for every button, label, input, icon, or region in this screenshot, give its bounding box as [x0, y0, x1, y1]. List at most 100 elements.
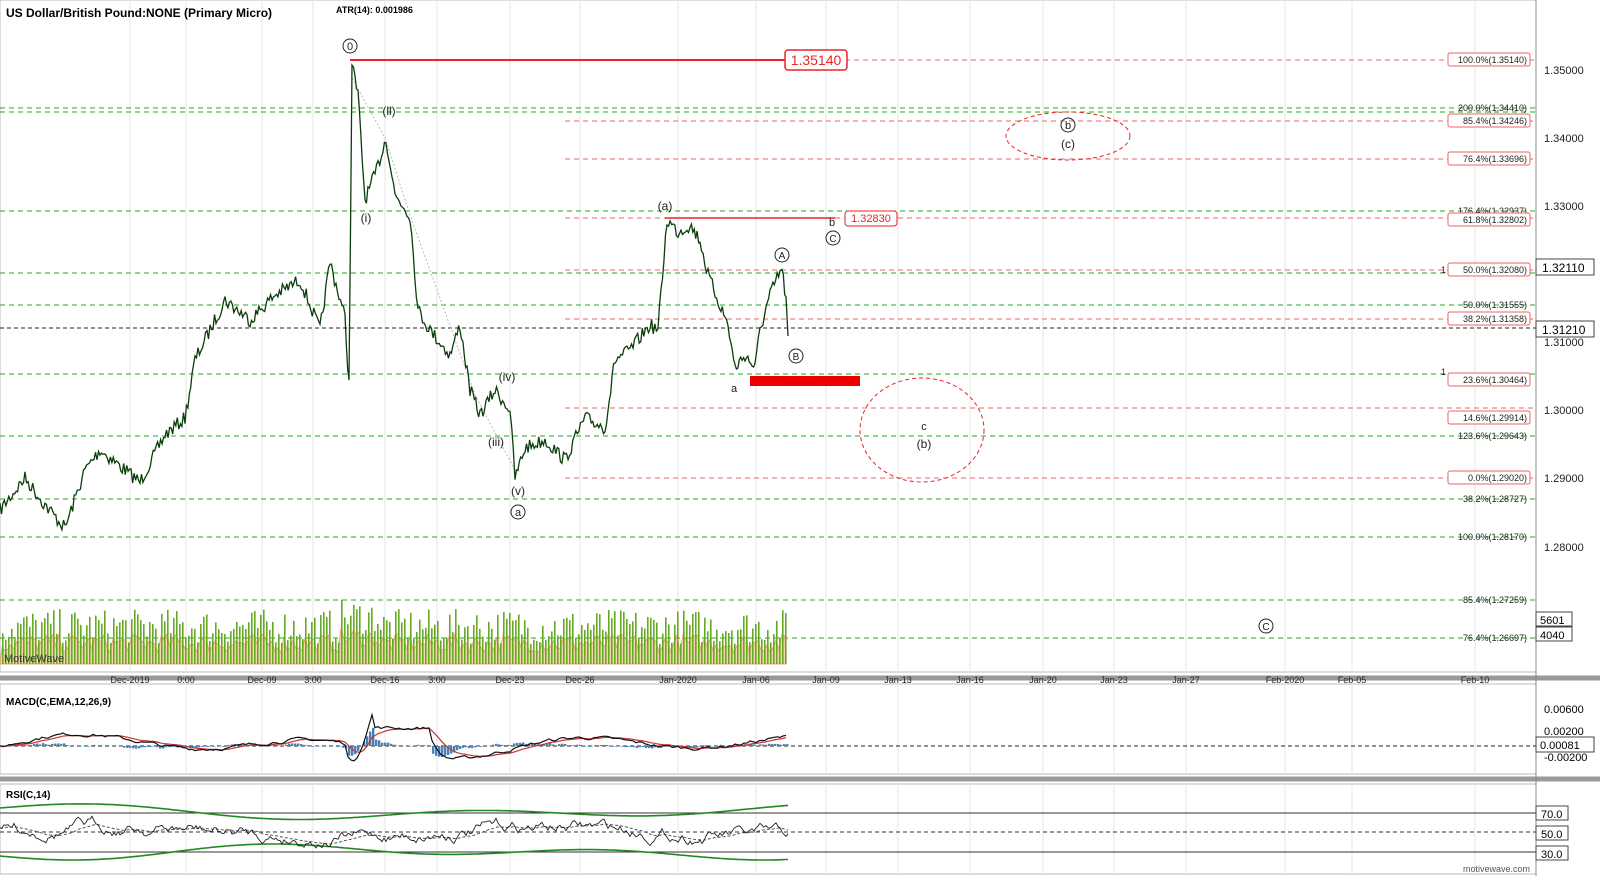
macd-histogram-bar — [645, 746, 648, 748]
volume-bar — [14, 637, 16, 664]
macd-panel[interactable] — [0, 683, 1537, 775]
macd-histogram-bar — [774, 743, 777, 746]
volume-bar — [776, 620, 778, 664]
fib-label-box — [1447, 151, 1531, 166]
volume-bar — [260, 614, 262, 664]
fib-label: 100.0%(1.35140) — [1458, 55, 1527, 65]
volume-bar — [254, 610, 256, 664]
fib-label: 176.4%(1.32937) — [1458, 206, 1527, 216]
volume-bar — [326, 617, 328, 664]
fib-label: 0.0%(1.29020) — [1468, 473, 1527, 483]
volume-bar — [95, 615, 97, 664]
volume-bar — [686, 620, 688, 664]
macd-histogram-bar — [57, 743, 60, 746]
macd-histogram-bar — [198, 746, 201, 748]
volume-bar — [584, 629, 586, 664]
volume-bar — [359, 606, 361, 664]
macd-histogram-bar — [501, 744, 504, 746]
fib-label-partial: 1 — [1441, 367, 1446, 377]
volume-bar — [2, 633, 4, 664]
volume-bar — [722, 633, 724, 664]
volume-bar — [566, 617, 568, 664]
volume-bar — [548, 636, 550, 664]
rsi-box — [1535, 805, 1569, 821]
macd-histogram-bar — [240, 744, 243, 746]
volume-bar — [47, 612, 49, 664]
macd-histogram-bar — [654, 746, 657, 748]
macd-histogram-bar — [612, 746, 615, 747]
macd-histogram-bar — [453, 746, 456, 753]
volume-bar — [476, 615, 478, 664]
fib-label: 85.4%(1.34246) — [1463, 116, 1527, 126]
macd-histogram-bar — [123, 746, 126, 748]
current-price-value: 1.32110 — [1542, 261, 1585, 275]
volume-bar — [446, 637, 448, 664]
volume-bar — [710, 619, 712, 664]
macd-histogram-bar — [639, 746, 642, 748]
volume-bar — [284, 614, 286, 664]
macd-histogram-bar — [285, 744, 288, 746]
volume-bar — [731, 630, 733, 664]
macd-histogram-bar — [351, 746, 354, 756]
volume-bar — [659, 643, 661, 664]
volume-bar — [155, 628, 157, 664]
volume-bar — [146, 636, 148, 664]
wave-label-0: 0 — [347, 41, 353, 53]
macd-histogram-bar — [207, 746, 210, 747]
macd-axis-label: 0.00200 — [1544, 726, 1584, 738]
volume-bar — [668, 624, 670, 664]
volume-bar — [98, 620, 100, 664]
macd-histogram-bar — [690, 746, 693, 748]
volume-bar — [116, 626, 118, 664]
wave-label-i: (i) — [361, 211, 372, 225]
macd-histogram-bar — [597, 745, 600, 746]
level-box-mid — [844, 210, 898, 227]
macd-histogram-bar — [378, 740, 381, 746]
volume-bar — [68, 633, 70, 664]
volume-bar — [707, 631, 709, 664]
macd-histogram-bar — [195, 746, 198, 749]
macd-histogram-bar — [369, 731, 372, 746]
fib-label: 38.2%(1.31358) — [1463, 314, 1527, 324]
rsi-axis-label: 50.0 — [1541, 829, 1562, 841]
macd-histogram-bar — [705, 745, 708, 746]
fib-label: 23.6%(1.30464) — [1463, 375, 1527, 385]
macd-histogram-bar — [621, 746, 624, 747]
price-panel[interactable] — [0, 0, 1537, 673]
macd-histogram-bar — [18, 744, 21, 746]
wave-label-C-far: C — [1262, 622, 1269, 633]
volume-bar — [320, 615, 322, 664]
macd-histogram-bar — [171, 746, 174, 747]
macd-histogram-bar — [768, 743, 771, 746]
volume-bar — [242, 625, 244, 664]
volume-bar — [233, 628, 235, 664]
time-axis-label: Dec-2019 — [110, 675, 149, 685]
volume-bar — [500, 643, 502, 664]
macd-histogram-bar — [144, 746, 147, 748]
volume-bar — [614, 611, 616, 664]
fib-label-box — [1447, 470, 1531, 485]
macd-histogram-bar — [363, 741, 366, 746]
volume-bars — [0, 599, 787, 665]
volume-bar — [761, 639, 763, 664]
macd-histogram-bar — [306, 745, 309, 746]
macd-histogram-bar — [159, 746, 162, 749]
volume-bar — [305, 617, 307, 664]
time-axis-label: Jan-23 — [1100, 675, 1128, 685]
volume-bar — [515, 620, 517, 664]
wave-label-c-small: c — [921, 421, 927, 433]
volume-bar — [644, 628, 646, 664]
volume-bar — [434, 624, 436, 664]
fib-label: 123.6%(1.29643) — [1458, 431, 1527, 441]
time-axis-label: Jan-09 — [812, 675, 840, 685]
volume-bar — [647, 617, 649, 664]
volume-bar — [143, 624, 145, 664]
footer-watermark: motivewave.com — [1463, 864, 1530, 874]
volume-bar — [302, 639, 304, 664]
macd-histogram-bar — [201, 746, 204, 747]
macd-histogram-bar — [771, 743, 774, 746]
macd-histogram-bar — [156, 746, 159, 748]
volume-bar — [473, 625, 475, 664]
volume-bar — [35, 620, 37, 664]
